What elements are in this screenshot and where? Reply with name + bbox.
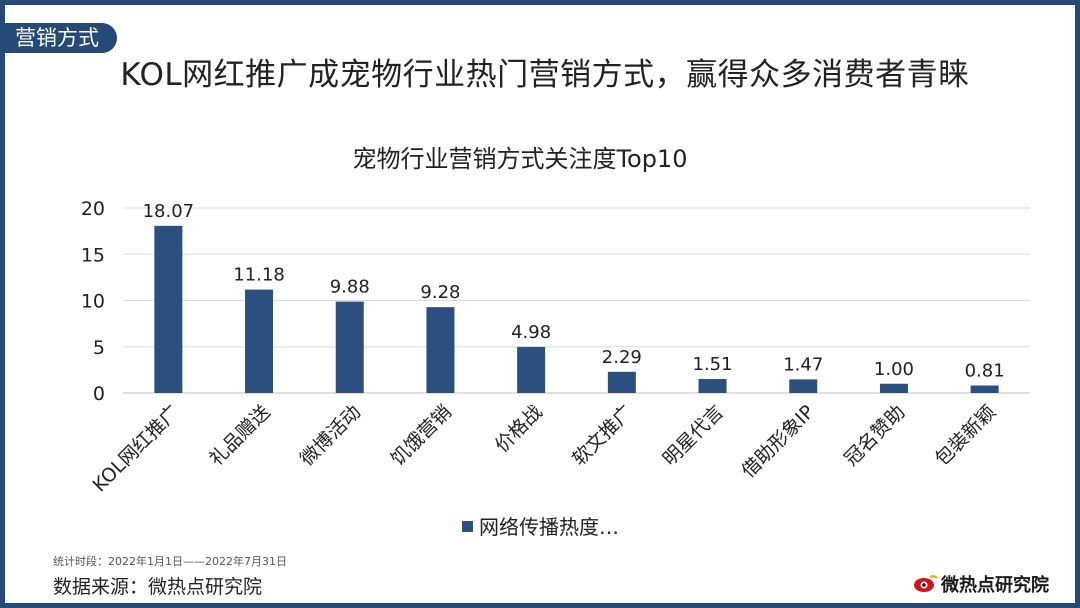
bar [789, 379, 818, 393]
brand-name: 微热点研究院 [941, 575, 1049, 596]
data-label: 9.28 [420, 282, 460, 303]
data-label: 18.07 [143, 201, 195, 222]
bar [517, 346, 546, 393]
bar-chart: 宠物行业营销方式关注度Top10 0 5 10 15 20 18.07 11.18 9.88… [81, 145, 1030, 539]
bar [426, 307, 455, 393]
page-title: KOL网红推广成宠物行业热门营销方式，赢得众多消费者青睐 [120, 57, 970, 93]
bar [154, 225, 183, 393]
category-label: 冠名赞助 [840, 401, 909, 470]
data-label: 1.51 [693, 354, 733, 375]
bar [970, 385, 999, 393]
category-label: 礼品赠送 [205, 401, 274, 470]
data-label: 2.29 [602, 347, 642, 368]
data-label: 1.00 [874, 359, 914, 380]
y-tick-label: 10 [81, 291, 105, 313]
data-label: 1.47 [783, 354, 823, 375]
legend: 网络传播热度… [462, 515, 619, 539]
data-source: 数据来源：微热点研究院 [53, 576, 263, 598]
data-label: 0.81 [965, 361, 1005, 382]
category-label: KOL网红推广 [88, 401, 183, 496]
legend-label: 网络传播热度… [479, 515, 619, 539]
period-note: 统计时段：2022年1月1日——2022年7月31日 [53, 555, 287, 568]
data-label: 4.98 [511, 322, 551, 343]
category-label: 包装新颖 [931, 401, 1000, 470]
bar [245, 289, 274, 393]
gridlines [123, 207, 1030, 394]
bar [607, 371, 636, 393]
eye-logo-icon [914, 575, 938, 592]
y-tick-label: 0 [93, 383, 105, 405]
category-label: 价格战 [491, 401, 547, 457]
category-label: 软文推广 [568, 401, 637, 470]
x-axis: KOL网红推广 礼品赠送 微博活动 饥饿营销 价格战 软文推广 明星代言 借助形象IP 冠名赞助… [88, 401, 1000, 496]
y-tick-label: 20 [81, 198, 105, 220]
category-label: 微博活动 [296, 401, 365, 470]
bar [335, 301, 364, 393]
data-label: 11.18 [233, 265, 285, 286]
category-label: 明星代言 [659, 401, 728, 470]
bars [154, 225, 999, 393]
y-axis: 0 5 10 15 20 [81, 198, 105, 405]
y-tick-label: 15 [81, 244, 105, 266]
y-tick-label: 5 [93, 337, 105, 359]
section-tag: 营销方式 [5, 23, 117, 53]
chart-title: 宠物行业营销方式关注度Top10 [352, 145, 687, 173]
legend-swatch [462, 521, 473, 532]
brand-logo: 微热点研究院 [912, 571, 1049, 597]
data-label: 9.88 [330, 277, 370, 298]
category-label: 饥饿营销 [387, 401, 456, 470]
bar [698, 379, 727, 393]
category-label: 借助形象IP [737, 401, 818, 482]
bar [879, 383, 908, 393]
data-labels: 18.07 11.18 9.88 9.28 4.98 2.29 1.51 1.47 1.00 0.… [143, 201, 1005, 382]
